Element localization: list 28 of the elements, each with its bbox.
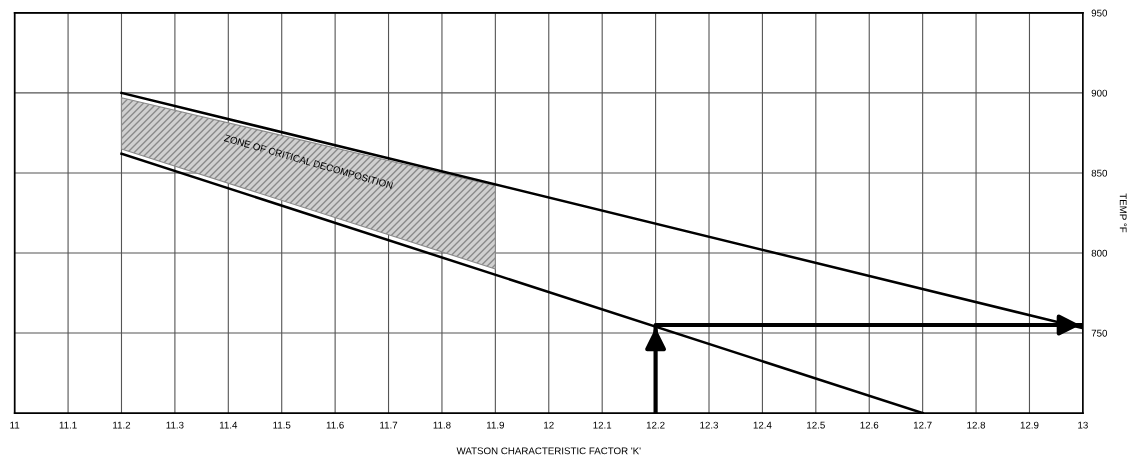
- x-tick-label: 11.1: [59, 421, 77, 429]
- x-tick-label: 12.7: [913, 421, 932, 429]
- y-axis-title: TEMP °F: [1119, 193, 1127, 233]
- x-tick-label: 12.2: [646, 421, 665, 429]
- x-axis-title: WATSON CHARACTERISTIC FACTOR 'K': [456, 447, 641, 455]
- x-tick-label: 12.9: [1020, 421, 1039, 429]
- x-tick-label: 13: [1078, 421, 1088, 429]
- x-tick-label: 11.9: [487, 421, 504, 429]
- x-tick-label: 11.3: [166, 421, 184, 429]
- x-tick-label: 11.7: [380, 421, 398, 429]
- x-tick-label: 12.5: [807, 421, 825, 429]
- x-tick-label: 11: [10, 421, 20, 429]
- y-tick-label: 800: [1091, 249, 1108, 257]
- y-tick-label: 950: [1091, 9, 1108, 17]
- x-tick-label: 11.6: [326, 421, 344, 429]
- x-tick-label: 12.4: [753, 421, 772, 429]
- x-tick-label: 11.4: [219, 421, 238, 429]
- x-tick-label: 12: [544, 421, 554, 429]
- x-tick-label: 12.8: [967, 421, 986, 429]
- x-tick-label: 11.2: [113, 421, 131, 429]
- y-tick-label: 850: [1091, 169, 1108, 177]
- x-tick-label: 12.3: [700, 421, 719, 429]
- x-tick-label: 11.8: [433, 421, 451, 429]
- y-tick-label: 900: [1091, 89, 1108, 97]
- x-tick-label: 12.6: [860, 421, 879, 429]
- x-tick-label: 12.1: [593, 421, 612, 429]
- x-tick-label: 11.5: [273, 421, 291, 429]
- y-tick-label: 750: [1091, 329, 1108, 337]
